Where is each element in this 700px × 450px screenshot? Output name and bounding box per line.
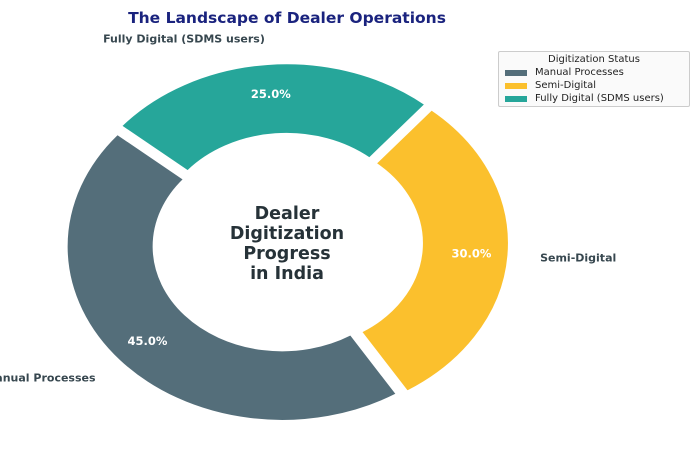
value-label: 30.0% — [451, 246, 491, 260]
legend-swatch — [505, 82, 527, 89]
legend-label: Semi-Digital — [535, 80, 597, 91]
legend-item-fully: Fully Digital (SDMS users) — [505, 92, 683, 105]
legend-item-semi: Semi-Digital — [505, 79, 683, 92]
category-label: Fully Digital (SDMS users) — [103, 32, 265, 45]
legend-label: Manual Processes — [535, 67, 624, 78]
center-text-line: Progress — [243, 244, 330, 264]
category-label: Semi-Digital — [540, 251, 616, 264]
value-label: 25.0% — [251, 87, 291, 101]
chart-title: The Landscape of Dealer Operations — [128, 9, 446, 27]
legend-swatch — [505, 69, 527, 76]
legend: Digitization Status Manual Processes Sem… — [498, 51, 690, 107]
center-text-line: in India — [250, 264, 324, 284]
legend-label: Fully Digital (SDMS users) — [535, 93, 664, 104]
category-label: Manual Processes — [0, 372, 96, 385]
center-text-line: Dealer — [255, 204, 320, 224]
wedge-fully-digital-sdms-users — [120, 63, 426, 172]
legend-item-manual: Manual Processes — [505, 66, 683, 79]
wedge-manual-processes — [66, 133, 397, 421]
center-text: Dealer Digitization Progress in India — [230, 204, 344, 284]
legend-swatch — [505, 95, 527, 102]
legend-title: Digitization Status — [548, 54, 640, 65]
wedge-semi-digital — [361, 109, 509, 392]
center-text-line: Digitization — [230, 224, 344, 244]
value-label: 45.0% — [128, 334, 168, 348]
